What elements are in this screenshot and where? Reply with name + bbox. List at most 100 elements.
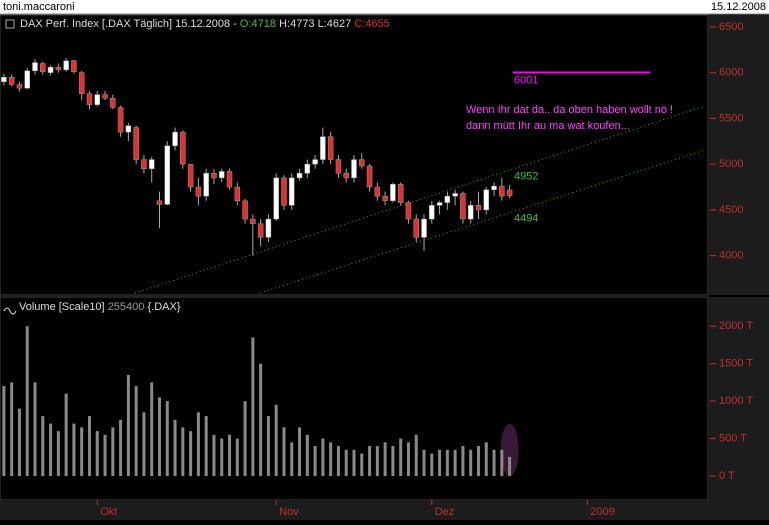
x-tick-label: Nov: [279, 506, 299, 518]
title: Volume [Scale10]: [19, 301, 105, 313]
candle-body: [335, 159, 342, 174]
candle-body: [71, 60, 77, 72]
volume-bar: [173, 419, 177, 477]
volume-bar: [453, 449, 457, 477]
volume-bar: [72, 423, 76, 477]
volume-bar: [461, 446, 465, 477]
level-label: 4494: [514, 212, 538, 224]
volume-bar: [228, 434, 232, 477]
volume-bar: [56, 431, 60, 477]
volume-bar: [344, 449, 348, 477]
candle-body: [180, 131, 186, 165]
volume-bar: [391, 446, 395, 477]
volume-bar: [368, 446, 372, 477]
volume-bar: [119, 419, 123, 477]
candle-body: [94, 94, 101, 105]
y-tick-label: 1500 T: [719, 358, 753, 370]
volume-bar: [476, 446, 480, 477]
candle-body: [429, 205, 435, 220]
highlight: [500, 424, 519, 476]
volume-bar: [251, 337, 255, 477]
volume-bar: [500, 449, 504, 477]
candle-body: [148, 159, 155, 169]
candle-body: [242, 200, 248, 220]
volume-bar: [305, 434, 309, 477]
candle-body: [55, 66, 62, 71]
volume-bar: [313, 446, 317, 477]
volume-title: Volume [Scale10] 255400 {.DAX}: [19, 301, 181, 313]
volume-bar: [95, 431, 99, 477]
candle-body: [405, 202, 412, 220]
candle-body: [467, 205, 474, 220]
volume-bar: [134, 386, 138, 477]
volume-bar: [406, 442, 410, 477]
annotation: dann mütt Ihr au ma wat koufen...: [466, 120, 630, 132]
volume-bar: [2, 386, 6, 477]
volume-bar: [157, 397, 161, 477]
candle-body: [475, 205, 482, 211]
candle-body: [16, 84, 23, 89]
time-axis: [0, 500, 769, 520]
volume-bar: [41, 416, 45, 477]
user: toni.maccaroni: [3, 1, 75, 13]
volume-bar: [196, 412, 200, 477]
volume-bar: [212, 434, 216, 477]
candle-body: [289, 177, 295, 206]
price-axis: [709, 15, 769, 295]
close-label: C:4655: [354, 18, 389, 30]
title-bar: [0, 0, 769, 14]
symbol: {.DAX}: [147, 301, 180, 313]
candle-body: [397, 184, 404, 203]
candle-body: [452, 193, 458, 197]
candle-body: [506, 189, 513, 196]
volume-bar: [484, 442, 488, 477]
last-volume: 255400: [108, 301, 145, 313]
y-tick-label: 4500: [719, 204, 743, 216]
volume-bar: [64, 393, 68, 477]
candle-body: [250, 218, 256, 224]
candle-body: [110, 98, 116, 108]
volume-bar: [508, 456, 512, 477]
volume-bar: [17, 408, 21, 477]
volume-bar: [492, 449, 496, 477]
y-tick-label: 5500: [719, 112, 743, 124]
candle-body: [499, 185, 505, 197]
candle-body: [483, 189, 490, 211]
candle-body: [156, 200, 163, 205]
candle-body: [125, 125, 132, 133]
title: DAX Perf. Index [.DAX Täglich] 15.12.200…: [20, 18, 237, 30]
volume-bar: [49, 423, 53, 477]
volume-bar: [142, 412, 146, 477]
volume-bar: [352, 449, 356, 477]
volume-bar: [10, 382, 14, 477]
candle-body: [312, 159, 318, 165]
y-tick-label: 4000: [719, 250, 743, 262]
volume-bar: [360, 453, 364, 477]
candle-body: [413, 218, 419, 238]
y-tick-label: 6000: [719, 67, 743, 79]
volume-bar: [259, 363, 263, 477]
volume-bar: [33, 382, 37, 477]
level-label: 6001: [514, 74, 538, 86]
candle-body: [382, 195, 388, 202]
volume-bar: [290, 442, 294, 477]
annotation: Wenn Ihr dat da.. da oben haben wollt nö…: [466, 104, 673, 116]
volume-bar: [469, 449, 473, 477]
candle-body: [234, 186, 241, 202]
volume-bar: [375, 446, 379, 477]
y-tick-label: 6500: [719, 21, 743, 33]
candle-body: [47, 66, 54, 73]
hl-label: H:4773 L:4627: [279, 18, 351, 30]
volume-bar: [329, 442, 333, 477]
candle-body: [102, 94, 108, 99]
volume-bar: [399, 438, 403, 477]
candle-body: [320, 136, 326, 160]
candle-body: [133, 127, 139, 160]
volume-bar: [298, 427, 302, 477]
candle-body: [187, 163, 194, 188]
volume-bar: [438, 449, 442, 477]
candle-body: [491, 185, 497, 191]
x-tick-label: Dez: [435, 506, 455, 518]
candle-body: [78, 72, 85, 94]
